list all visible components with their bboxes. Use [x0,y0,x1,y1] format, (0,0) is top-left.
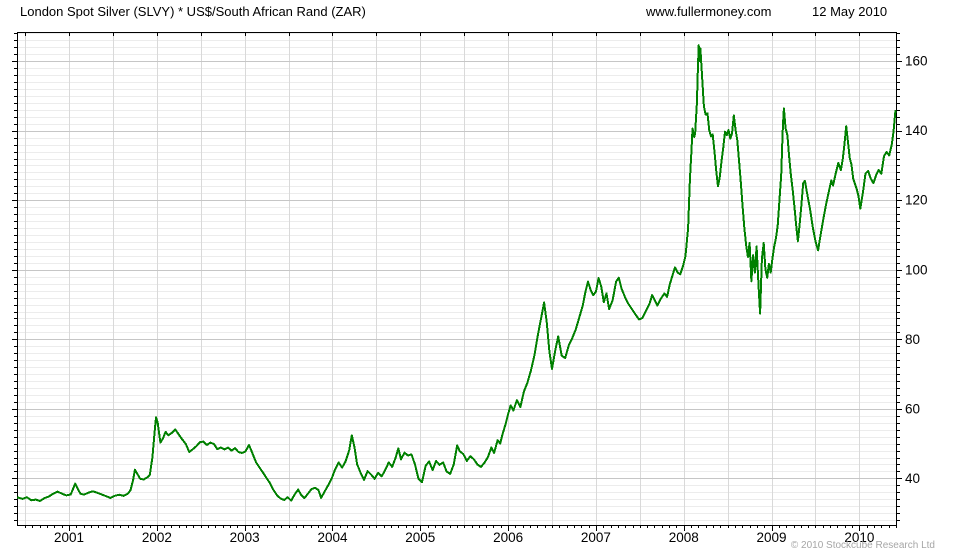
svg-text:80: 80 [905,332,920,347]
axis-ticks [12,33,902,531]
svg-text:2002: 2002 [142,530,172,545]
svg-text:2010: 2010 [844,530,874,545]
grid-vertical [25,33,860,525]
grid-major-horizontal [18,61,896,479]
y-axis-labels: 40 60 80 100 120 140 160 [905,54,928,486]
series-line [16,44,897,502]
date-label: 12 May 2010 [812,4,888,19]
svg-text:120: 120 [905,193,928,208]
svg-text:2004: 2004 [317,530,348,545]
svg-text:60: 60 [905,401,920,416]
x-axis-labels: 2001 2002 2003 2004 2005 2006 2007 2008 2009 2010 [54,530,874,545]
copyright-label: © 2010 Stockcube Research Ltd [790,540,935,551]
svg-text:2006: 2006 [493,530,523,545]
svg-text:2007: 2007 [581,530,611,545]
svg-text:2001: 2001 [54,530,84,545]
svg-text:140: 140 [905,123,928,138]
svg-text:40: 40 [905,471,920,486]
website-label: www.fullermoney.com [646,4,772,19]
svg-text:2008: 2008 [669,530,699,545]
svg-text:100: 100 [905,262,928,277]
svg-text:160: 160 [905,54,928,69]
svg-text:2009: 2009 [757,530,787,545]
chart-title: London Spot Silver (SLVY) * US$/South Af… [20,4,366,19]
svg-text:2003: 2003 [230,530,260,545]
svg-text:2005: 2005 [405,530,435,545]
